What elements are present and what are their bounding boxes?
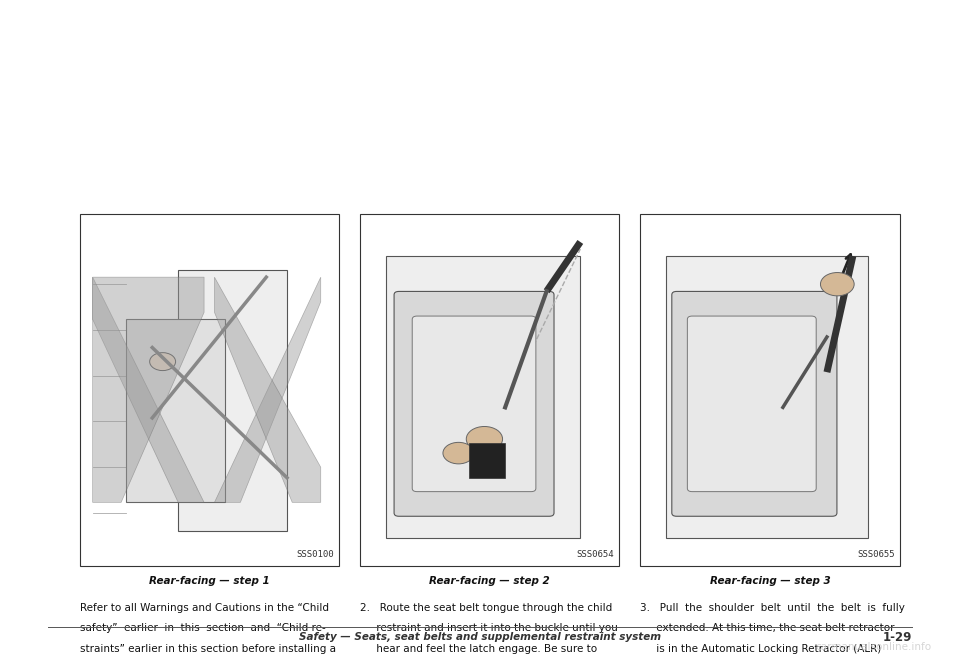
- Polygon shape: [214, 277, 321, 503]
- Text: hear and feel the latch engage. Be sure to: hear and feel the latch engage. Be sure …: [360, 644, 597, 654]
- Text: Refer to all Warnings and Cautions in the “Child: Refer to all Warnings and Cautions in th…: [80, 603, 328, 613]
- Bar: [360, 214, 619, 566]
- Polygon shape: [92, 277, 204, 503]
- Text: straints” earlier in this section before installing a: straints” earlier in this section before…: [80, 644, 336, 654]
- Bar: [666, 256, 869, 538]
- FancyBboxPatch shape: [687, 316, 816, 491]
- Bar: [80, 214, 339, 566]
- Bar: [80, 214, 339, 566]
- Text: restraint and insert it into the buckle until you: restraint and insert it into the buckle …: [360, 623, 618, 633]
- Bar: [468, 443, 505, 478]
- Text: extended. At this time, the seat belt retractor: extended. At this time, the seat belt re…: [640, 623, 895, 633]
- Polygon shape: [214, 277, 321, 503]
- Text: Rear-facing — step 1: Rear-facing — step 1: [149, 576, 270, 586]
- FancyBboxPatch shape: [394, 291, 554, 517]
- Text: carmanualsonline.info: carmanualsonline.info: [815, 642, 931, 652]
- Text: Rear-facing — step 3: Rear-facing — step 3: [709, 576, 830, 586]
- Text: safety”  earlier  in  this  section  and  “Child re-: safety” earlier in this section and “Chi…: [80, 623, 325, 633]
- FancyBboxPatch shape: [672, 291, 837, 517]
- Circle shape: [467, 426, 503, 452]
- Circle shape: [150, 353, 176, 371]
- Bar: [127, 319, 225, 503]
- Bar: [179, 270, 287, 531]
- Bar: [640, 214, 900, 566]
- FancyBboxPatch shape: [412, 316, 536, 491]
- Bar: [360, 214, 619, 566]
- Text: 3.   Pull  the  shoulder  belt  until  the  belt  is  fully: 3. Pull the shoulder belt until the belt…: [640, 603, 905, 613]
- Bar: [386, 256, 580, 538]
- Bar: [640, 214, 900, 566]
- Text: Rear-facing — step 2: Rear-facing — step 2: [429, 576, 550, 586]
- Text: SSS0655: SSS0655: [857, 550, 895, 559]
- Text: SSS0654: SSS0654: [577, 550, 614, 559]
- Text: is in the Automatic Locking Retractor (ALR): is in the Automatic Locking Retractor (A…: [640, 644, 881, 654]
- Text: Safety — Seats, seat belts and supplemental restraint system: Safety — Seats, seat belts and supplemen…: [299, 632, 661, 643]
- Circle shape: [443, 442, 474, 464]
- Polygon shape: [92, 277, 204, 503]
- Circle shape: [821, 272, 854, 296]
- Text: 1-29: 1-29: [882, 631, 912, 644]
- Text: 2.   Route the seat belt tongue through the child: 2. Route the seat belt tongue through th…: [360, 603, 612, 613]
- Text: SSS0100: SSS0100: [297, 550, 334, 559]
